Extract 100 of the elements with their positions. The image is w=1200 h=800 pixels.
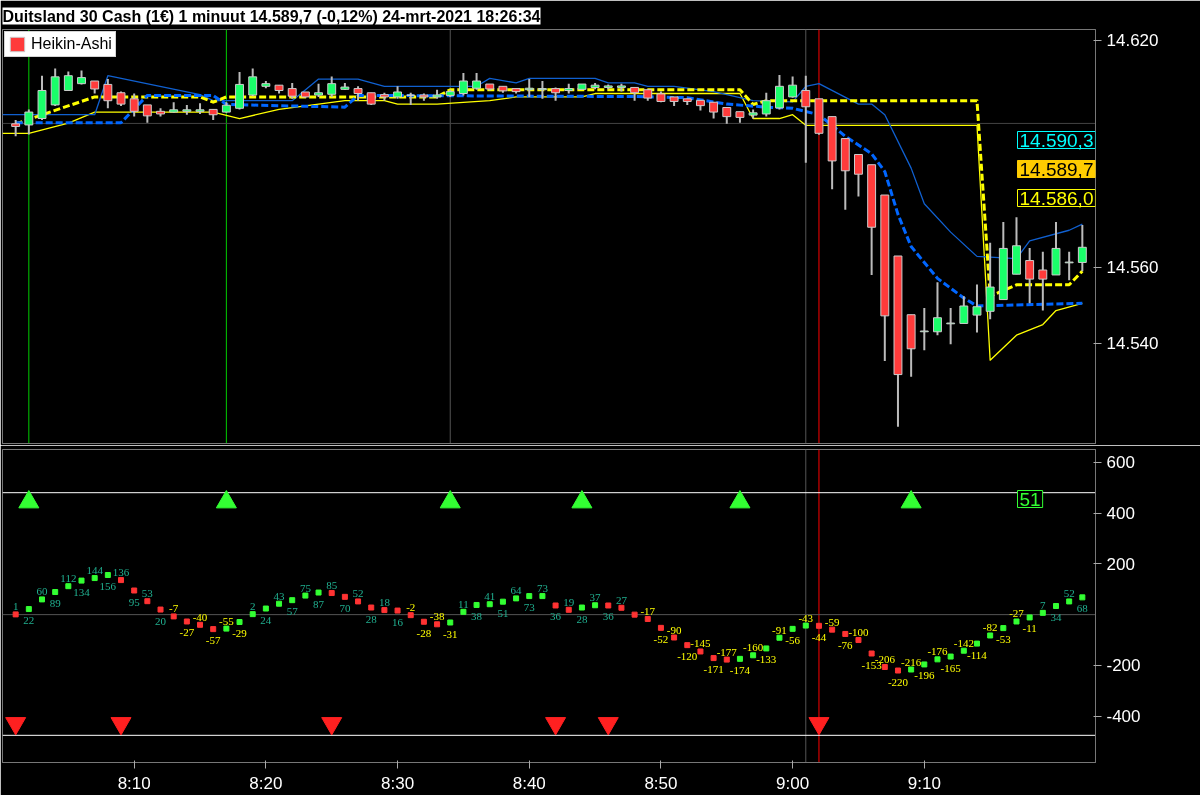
x-tick-label: 8:40 xyxy=(512,773,546,793)
data-label: -216 xyxy=(901,655,922,668)
data-label: 19 xyxy=(563,595,575,608)
data-label: -57 xyxy=(205,634,222,647)
data-label: -220 xyxy=(887,675,909,688)
data-label: 85 xyxy=(326,579,338,592)
data-label: 34 xyxy=(1050,611,1062,623)
data-label: -53 xyxy=(995,633,1012,646)
data-label: 89 xyxy=(49,597,62,610)
data-label: -76 xyxy=(837,638,854,651)
data-label: -28 xyxy=(416,626,432,639)
data-label: -59 xyxy=(824,615,840,628)
data-label: -100 xyxy=(848,626,870,639)
data-label: 36 xyxy=(550,610,562,623)
data-label: 16 xyxy=(392,615,404,628)
data-label: -27 xyxy=(179,626,195,639)
y-tick-label: -200 xyxy=(1106,656,1141,676)
data-label: 2 xyxy=(249,600,256,613)
data-label: -196 xyxy=(914,669,935,682)
data-label: -44 xyxy=(811,630,827,643)
data-label: -7 xyxy=(169,602,179,615)
annotation: 14.586,0 xyxy=(1019,187,1094,209)
data-label: 11 xyxy=(458,597,469,610)
data-label: 156 xyxy=(99,580,117,592)
data-label: -171 xyxy=(703,663,724,676)
data-label: 68 xyxy=(1076,602,1089,615)
data-label: 73 xyxy=(523,601,536,614)
data-label: 22 xyxy=(23,614,35,627)
data-label: 144 xyxy=(86,564,104,577)
data-label: -133 xyxy=(756,653,777,666)
data-label: 52 xyxy=(352,587,364,600)
data-label: -174 xyxy=(729,663,751,676)
data-label: 95 xyxy=(128,595,141,608)
data-label: -91 xyxy=(772,623,787,636)
chart-title: Duitsland 30 Cash (1€) 1 minuut 14.589,7 (-0,12%) 24-mrt-2021 18:26:34 xyxy=(2,7,541,25)
data-label: 53 xyxy=(141,587,154,600)
data-label: -11 xyxy=(1022,622,1037,635)
data-label: 27 xyxy=(615,593,628,606)
data-label: 24 xyxy=(260,613,272,626)
data-label: 64 xyxy=(510,584,523,597)
data-label: 52 xyxy=(1063,587,1075,600)
data-label: -82 xyxy=(982,621,998,634)
data-label: -55 xyxy=(219,614,235,627)
data-label: -145 xyxy=(690,637,712,650)
x-tick-label: 9:10 xyxy=(907,773,941,793)
data-label: 134 xyxy=(73,585,91,598)
data-label: 28 xyxy=(365,612,378,625)
data-label: -177 xyxy=(716,645,738,658)
y-tick-label: 200 xyxy=(1106,554,1135,574)
data-label: -2 xyxy=(406,601,416,614)
data-label: -17 xyxy=(640,604,656,617)
annotation: 51 xyxy=(1019,488,1041,510)
data-label: 1 xyxy=(12,600,19,613)
data-label: -31 xyxy=(442,627,458,640)
data-label: -90 xyxy=(666,623,682,636)
x-tick-label: 8:30 xyxy=(381,773,415,793)
legend-label: Heikin-Ashi xyxy=(31,35,112,53)
data-label: -114 xyxy=(967,648,988,661)
x-tick-label: 8:20 xyxy=(249,773,283,793)
annotation: 14.590,3 xyxy=(1019,129,1094,151)
data-label: -40 xyxy=(192,610,208,623)
data-label: 75 xyxy=(299,581,312,594)
data-label: -27 xyxy=(1009,607,1025,620)
y-tick-label: 14.620 xyxy=(1106,31,1159,51)
data-label: 18 xyxy=(378,596,391,609)
data-label: 73 xyxy=(536,582,549,595)
y-tick-label: 400 xyxy=(1106,504,1135,524)
data-label: -43 xyxy=(798,611,814,624)
data-label: 37 xyxy=(589,591,602,604)
y-tick-label: 14.540 xyxy=(1106,334,1159,354)
data-label: 87 xyxy=(313,597,325,610)
x-tick-label: 8:50 xyxy=(644,773,678,793)
y-tick-label: 600 xyxy=(1106,453,1135,473)
data-label: 41 xyxy=(484,590,496,603)
data-label: 60 xyxy=(36,585,49,598)
annotation: 14.589,7 xyxy=(1019,158,1094,180)
data-label: 112 xyxy=(60,572,77,585)
data-label: 20 xyxy=(155,614,167,627)
data-label: -29 xyxy=(232,627,248,640)
data-label: -56 xyxy=(785,633,801,646)
data-label: 38 xyxy=(471,609,483,622)
data-label: -120 xyxy=(677,650,698,663)
x-tick-label: 9:00 xyxy=(776,773,810,793)
data-label: 70 xyxy=(339,601,351,614)
data-label: 43 xyxy=(273,589,286,602)
data-label: -165 xyxy=(940,661,962,674)
data-label: -176 xyxy=(927,645,949,658)
data-label: 36 xyxy=(602,610,615,623)
data-label: -160 xyxy=(743,641,764,654)
y-tick-label: -400 xyxy=(1106,707,1141,727)
data-label: -38 xyxy=(429,610,445,623)
data-label: -52 xyxy=(653,632,669,645)
data-label: 28 xyxy=(576,612,588,625)
x-tick-label: 8:10 xyxy=(117,773,151,793)
data-label: 51 xyxy=(497,606,509,619)
data-label: -142 xyxy=(953,636,974,649)
data-label: 7 xyxy=(1040,598,1047,611)
data-label: 57 xyxy=(286,605,299,618)
data-label: 136 xyxy=(112,566,130,579)
y-tick-label: 14.560 xyxy=(1106,258,1159,278)
